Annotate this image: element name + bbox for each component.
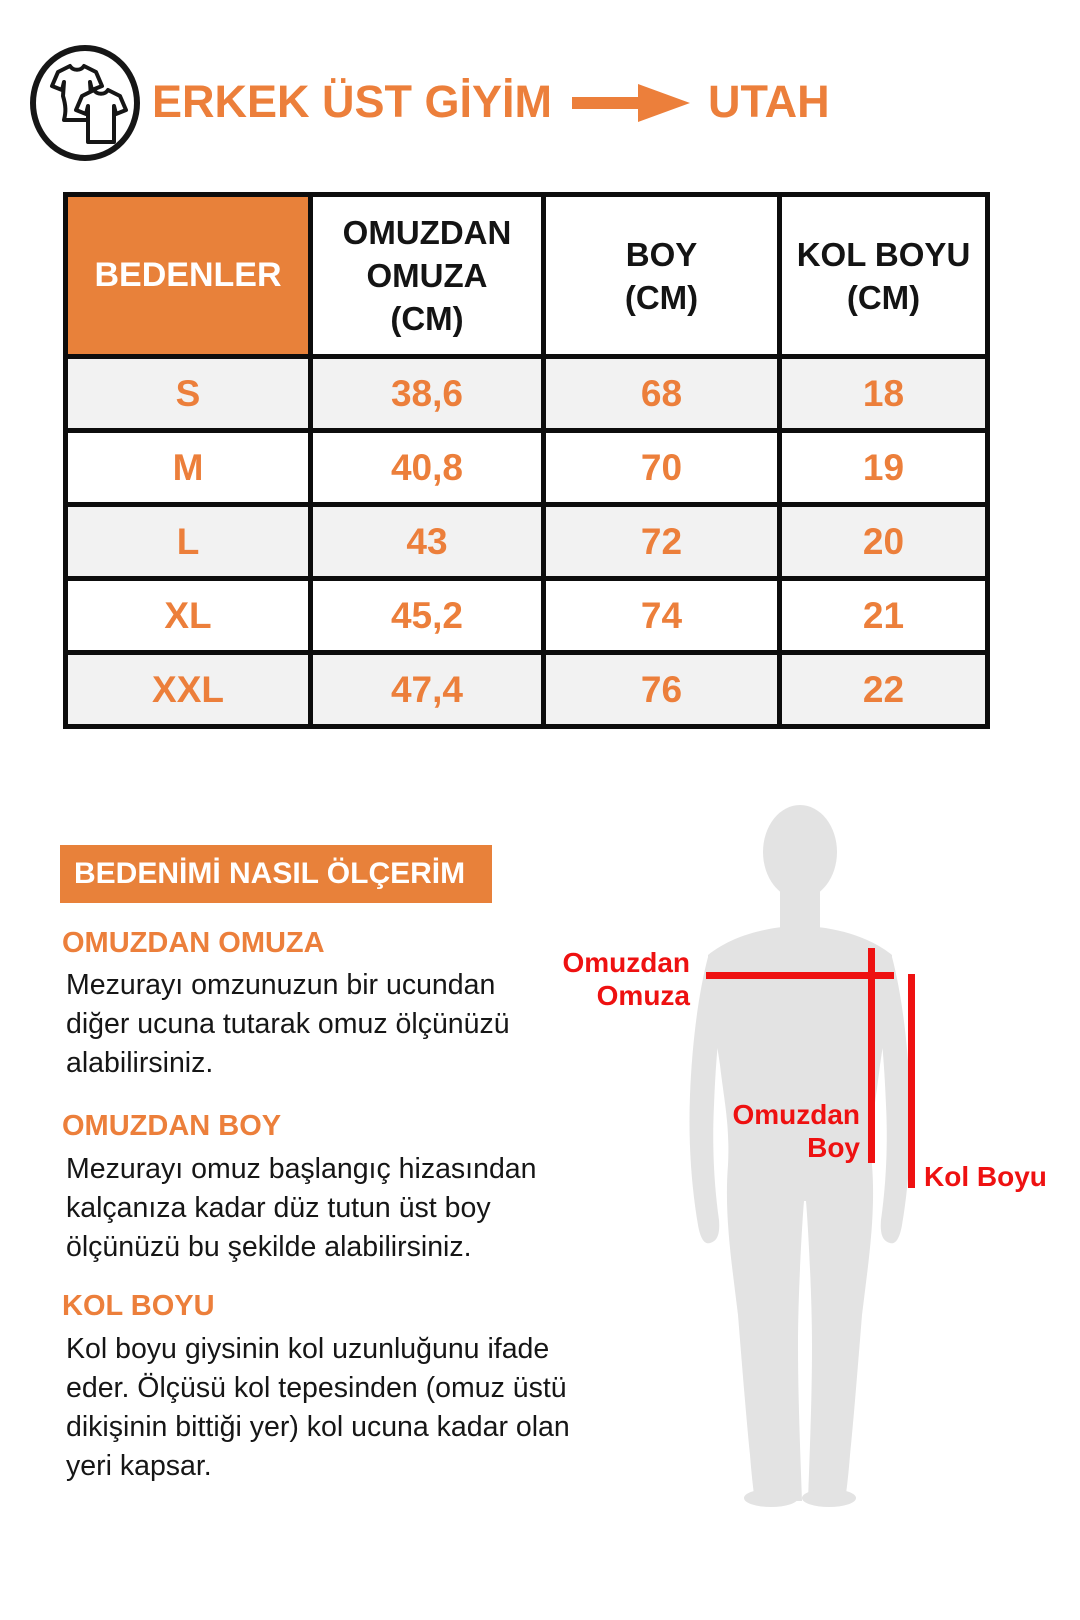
shoulder-cell: 43 (308, 502, 546, 581)
length-cell: 72 (541, 502, 782, 581)
sleeve-measure-line (908, 974, 915, 1188)
arrow-right-icon (572, 84, 690, 122)
table-row: S 38,6 68 18 (63, 354, 990, 433)
size-cell: XXL (63, 650, 313, 729)
column-header-label: BEDENLER (94, 256, 282, 294)
section-heading-shoulder: OMUZDAN OMUZA (62, 927, 325, 959)
shoulder-cell: 47,4 (308, 650, 546, 729)
sleeve-cell: 21 (777, 576, 990, 655)
shoulder-cell: 38,6 (308, 354, 546, 433)
size-cell: M (63, 428, 313, 507)
column-header-sleeve: KOL BOYU (CM) (777, 192, 990, 359)
shoulder-line-label: Omuzdan Omuza (562, 947, 690, 1011)
sleeve-cell: 22 (777, 650, 990, 729)
product-name: UTAH (708, 76, 830, 127)
size-table: BEDENLER OMUZDAN OMUZA (CM) BOY (CM) KOL… (63, 192, 990, 729)
category-title: ERKEK ÜST GİYİM (152, 76, 553, 127)
shoulder-cell: 40,8 (308, 428, 546, 507)
size-cell: S (63, 354, 313, 433)
measure-guide-title: BEDENİMİ NASIL ÖLÇERİM (60, 845, 492, 903)
section-text-length: Mezurayı omuz başlangıç hizasından kalça… (66, 1153, 537, 1263)
length-cell: 68 (541, 354, 782, 433)
section-heading-length: OMUZDAN BOY (62, 1110, 282, 1142)
length-cell: 76 (541, 650, 782, 729)
table-row: XXL 47,4 76 22 (63, 650, 990, 729)
sleeve-line-label: Kol Boyu (924, 1161, 1047, 1192)
shoulder-measure-line (706, 972, 894, 979)
section-heading-sleeve: KOL BOYU (62, 1290, 215, 1322)
table-row: XL 45,2 74 21 (63, 576, 990, 655)
size-cell: L (63, 502, 313, 581)
section-text-sleeve: Kol boyu giysinin kol uzunluğunu ifade e… (66, 1333, 570, 1482)
length-line-label: Omuzdan Boy (732, 1099, 860, 1163)
tshirts-icon (28, 44, 144, 164)
male-silhouette (640, 795, 970, 1515)
length-cell: 74 (541, 576, 782, 655)
length-measure-line (868, 948, 875, 1163)
size-cell: XL (63, 576, 313, 655)
table-header-row: BEDENLER OMUZDAN OMUZA (CM) BOY (CM) KOL… (63, 192, 990, 359)
sleeve-cell: 18 (777, 354, 990, 433)
column-header-sizes: BEDENLER (63, 192, 313, 359)
column-header-length: BOY (CM) (541, 192, 782, 359)
sleeve-cell: 19 (777, 428, 990, 507)
table-row: L 43 72 20 (63, 502, 990, 581)
sleeve-cell: 20 (777, 502, 990, 581)
column-header-shoulder: OMUZDAN OMUZA (CM) (308, 192, 546, 359)
table-row: M 40,8 70 19 (63, 428, 990, 507)
shoulder-cell: 45,2 (308, 576, 546, 655)
length-cell: 70 (541, 428, 782, 507)
section-text-shoulder: Mezurayı omzunuzun bir ucundan diğer ucu… (66, 969, 510, 1079)
